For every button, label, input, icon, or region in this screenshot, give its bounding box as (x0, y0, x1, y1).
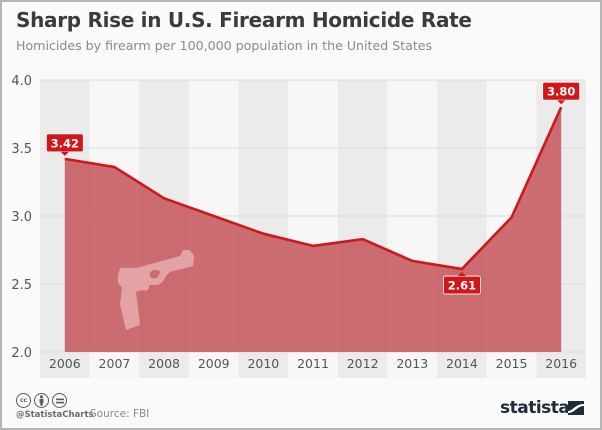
chart-title: Sharp Rise in U.S. Firearm Homicide Rate (16, 8, 472, 32)
y-tick-label: 3.5 (11, 142, 32, 157)
cc-icon: cc (16, 393, 31, 408)
x-tick-label: 2006 (49, 356, 81, 371)
data-label-text: 3.42 (51, 136, 79, 150)
y-tick-label: 3.0 (11, 210, 32, 225)
y-tick-label: 2.0 (11, 346, 32, 361)
x-tick-label: 2007 (99, 356, 131, 371)
x-tick-label: 2011 (297, 356, 329, 371)
y-tick-label: 4.0 (11, 74, 32, 89)
x-tick-label: 2014 (446, 356, 478, 371)
data-label-pointer (457, 272, 466, 277)
y-axis-ticks: 2.0 2.5 3.0 3.5 4.0 (11, 74, 32, 361)
x-axis-ticks: 2006 2007 2008 2009 2010 2011 2012 2013 2014 2015… (49, 356, 577, 371)
x-tick-label: 2013 (396, 356, 428, 371)
data-label-text: 2.61 (448, 279, 476, 293)
x-tick-label: 2008 (148, 356, 180, 371)
statista-logo-icon (568, 401, 584, 415)
data-label-2014: 2.61 (443, 272, 481, 295)
x-tick-label: 2012 (347, 356, 379, 371)
x-tick-label: 2009 (198, 356, 230, 371)
data-labels: 3.42 2.61 3.80 (45, 81, 581, 295)
pistol-icon (118, 250, 194, 330)
x-tick-label: 2016 (545, 356, 577, 371)
area-fill (64, 107, 562, 352)
data-label-pointer (557, 100, 566, 105)
y-tick-label: 2.5 (11, 278, 32, 293)
by-icon (34, 393, 49, 408)
data-label-2006: 3.42 (45, 133, 84, 156)
data-label-2016: 3.80 (542, 81, 581, 105)
data-label-text: 3.80 (547, 85, 575, 99)
source-text: Source: FBI (90, 408, 150, 420)
x-tick-label: 2010 (247, 356, 279, 371)
twitter-handle[interactable]: @StatistaCharts (16, 410, 94, 420)
brand-name: statista (500, 398, 570, 418)
data-label-pointer (60, 151, 69, 156)
chart-subtitle: Homicides by firearm per 100,000 populat… (16, 38, 433, 53)
license-icons: cc (16, 393, 67, 408)
x-tick-label: 2015 (496, 356, 528, 371)
nd-icon (52, 393, 67, 408)
area-layer (64, 106, 563, 352)
